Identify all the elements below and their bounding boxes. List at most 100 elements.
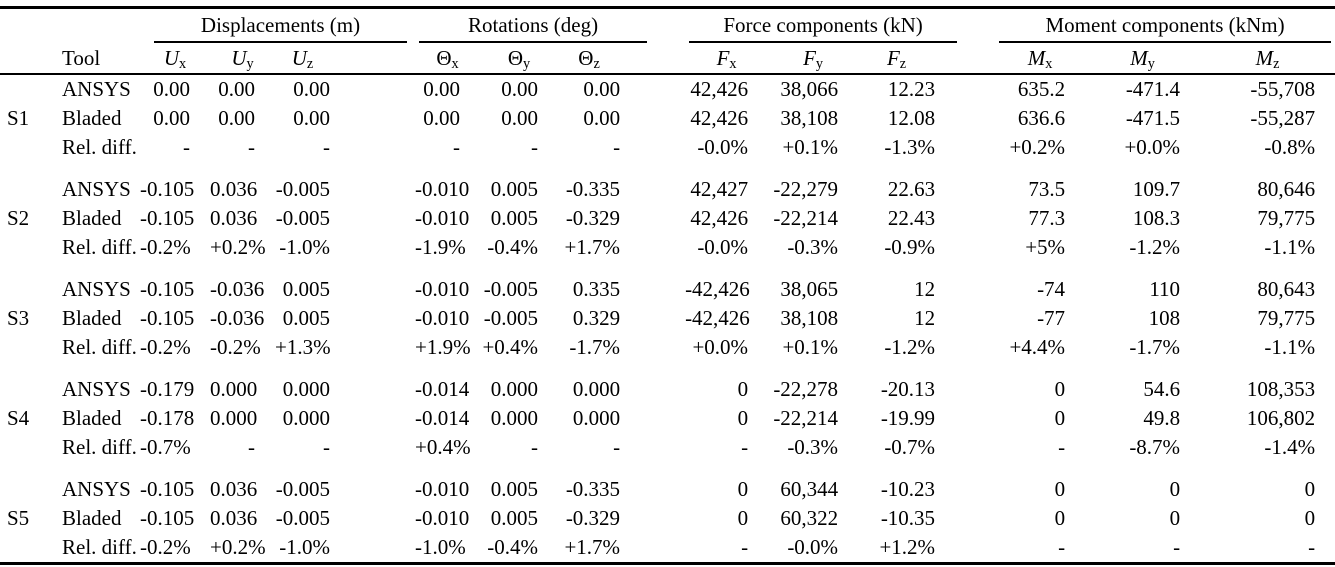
column-symbol: Θ	[578, 45, 594, 70]
value-cell: +1.7%	[564, 235, 621, 259]
group-header-rotations: Rotations (deg)	[415, 8, 685, 43]
tool-label: ANSYS	[62, 477, 131, 501]
value-cell: -0.329	[565, 506, 621, 530]
value-cell: -	[741, 435, 749, 459]
value-cell: -74	[1037, 277, 1066, 301]
value-cell: 0	[737, 506, 749, 530]
value-cell: 0	[737, 377, 749, 401]
value-cell: -0.0%	[787, 535, 839, 559]
column-header-mz: Mz	[1200, 43, 1335, 75]
value-cell: -1.9%	[415, 235, 466, 259]
case-label: S2	[7, 206, 30, 230]
value-cell: -0.335	[565, 477, 621, 501]
value-cell: -0.335	[565, 177, 621, 201]
value-cell: -1.4%	[1264, 435, 1316, 459]
column-symbol: U	[163, 45, 180, 70]
value-cell: -42,426	[685, 277, 750, 301]
column-header-fy: Fy	[768, 43, 859, 75]
value-cell: -22,214	[773, 406, 839, 430]
value-cell: 106,802	[1246, 406, 1316, 430]
corner-cell	[0, 8, 140, 44]
tool-label: Rel. diff.	[62, 535, 137, 559]
value-cell: -0.036	[210, 306, 265, 330]
column-subscript: z	[306, 56, 314, 73]
value-cell: -0.3%	[787, 435, 839, 459]
value-cell: -42,426	[685, 306, 750, 330]
value-cell: +0.1%	[782, 335, 839, 359]
value-cell: 0	[1054, 506, 1066, 530]
value-cell: 42,426	[690, 206, 749, 230]
value-cell: 22.63	[887, 177, 936, 201]
value-cell: 0.00	[293, 106, 331, 130]
value-cell: -	[1173, 535, 1181, 559]
tool-label: Rel. diff.	[62, 335, 137, 359]
tool-label: Bladed	[62, 106, 122, 130]
value-cell: 0.005	[282, 277, 331, 301]
value-cell: -0.105	[140, 277, 195, 301]
value-cell: 108,353	[1246, 377, 1316, 401]
column-subscript: y	[1147, 56, 1155, 73]
value-cell: 0.000	[572, 377, 621, 401]
value-cell: -1.7%	[569, 335, 621, 359]
value-cell: 0.005	[490, 177, 539, 201]
value-cell: -	[741, 535, 749, 559]
value-cell: 60,344	[780, 477, 839, 501]
value-cell: -0.4%	[487, 235, 539, 259]
value-cell: -0.2%	[140, 235, 191, 259]
value-cell: -	[1058, 535, 1066, 559]
value-cell: 0.000	[210, 377, 258, 401]
value-cell: -471.5	[1125, 106, 1181, 130]
value-cell: 108.3	[1132, 206, 1181, 230]
value-cell: -22,214	[773, 206, 839, 230]
column-symbol: M	[1027, 45, 1046, 70]
table-row: Bladed -0.105 0.036 -0.005 -0.010 0.005 -0.329…	[0, 504, 1335, 533]
table-row: Bladed -0.105 0.036 -0.005 -0.010 0.005 -0.329…	[0, 204, 1335, 233]
value-cell: -0.014	[415, 377, 470, 401]
tool-label: Rel. diff.	[62, 135, 137, 159]
value-cell: 38,065	[780, 277, 839, 301]
value-cell: 49.8	[1143, 406, 1181, 430]
table-row: Bladed 0.00 0.00 0.00 0.00 0.00 0.00 42,426 38,1…	[0, 104, 1335, 133]
value-cell: -	[248, 135, 255, 159]
column-subscript: x	[179, 56, 187, 73]
table-row: S3 ANSYS -0.105 -0.036 0.005 -0.010 -0.005 0.33…	[0, 275, 1335, 330]
value-cell: 0.036	[210, 177, 258, 201]
table-row: Rel. diff. -0.7% - - +0.4% - - - -0.3% -0.7% - -8.7…	[0, 433, 1335, 462]
column-subscript: x	[729, 56, 737, 73]
value-cell: -0.3%	[787, 235, 839, 259]
value-cell: +5%	[1025, 235, 1066, 259]
column-symbol: U	[291, 45, 307, 70]
group-label: Force components (kN)	[689, 13, 958, 43]
value-cell: -0.2%	[210, 335, 261, 359]
value-cell: 0.000	[490, 377, 539, 401]
value-cell: 0.00	[423, 106, 461, 130]
table-row: Rel. diff. - - - - - - -0.0% +0.1% -1.3% +0.2% +0.0…	[0, 133, 1335, 162]
value-cell: +0.2%	[210, 235, 266, 259]
column-subscript: z	[1273, 56, 1280, 73]
column-symbol: Θ	[436, 45, 452, 70]
value-cell: 79,775	[1257, 306, 1316, 330]
value-cell: -	[1058, 435, 1066, 459]
value-cell: -	[323, 435, 331, 459]
value-cell: -0.010	[415, 206, 470, 230]
value-cell: 0	[1304, 477, 1316, 501]
value-cell: 42,426	[690, 106, 749, 130]
value-cell: -0.014	[415, 406, 470, 430]
table-row: S2 ANSYS -0.105 0.036 -0.005 -0.010 0.005 -0.33…	[0, 175, 1335, 230]
value-cell: -0.005	[483, 306, 539, 330]
value-cell: +0.2%	[210, 535, 266, 559]
value-cell: -1.7%	[1129, 335, 1181, 359]
case-label: S5	[7, 506, 30, 530]
column-header-θx: Θx	[415, 43, 481, 75]
comparison-table: Displacements (m) Rotations (deg) Force …	[0, 6, 1335, 565]
group-label: Rotations (deg)	[419, 13, 648, 43]
value-cell: -77	[1037, 306, 1066, 330]
value-cell: -22,279	[773, 177, 839, 201]
group-header-moments: Moment components (kNm)	[995, 8, 1335, 43]
value-cell: +0.1%	[782, 135, 839, 159]
value-cell: 0	[1054, 377, 1066, 401]
value-cell: +0.2%	[1009, 135, 1066, 159]
table-row: S5 ANSYS -0.105 0.036 -0.005 -0.010 0.005 -0.33…	[0, 475, 1335, 530]
tool-column-header: Tool	[40, 43, 140, 75]
value-cell: 0.036	[210, 506, 258, 530]
